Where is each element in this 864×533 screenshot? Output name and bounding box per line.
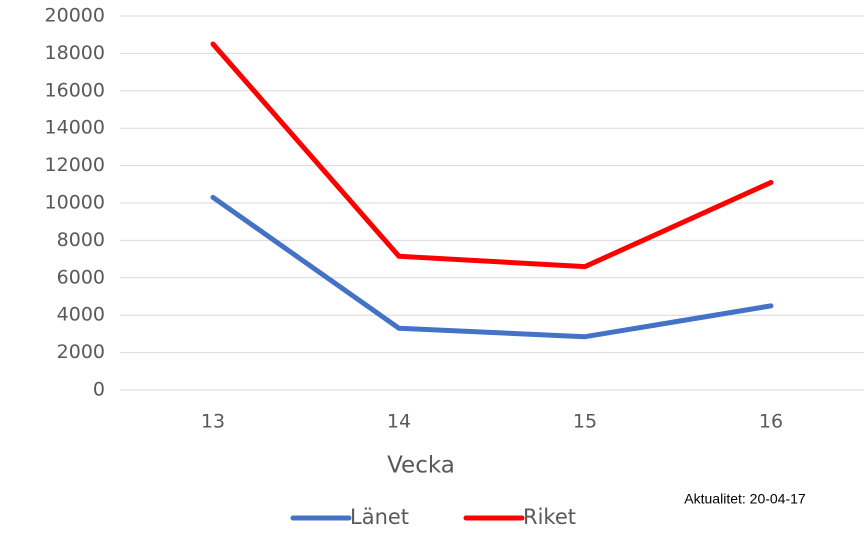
y-tick-label: 16000 — [45, 79, 105, 101]
y-tick-label: 2000 — [57, 341, 105, 363]
y-tick-label: 6000 — [57, 266, 105, 288]
y-tick-label: 4000 — [57, 304, 105, 326]
y-tick-label: 20000 — [45, 5, 105, 27]
x-axis-label: Vecka — [387, 453, 455, 479]
y-tick-label: 18000 — [45, 42, 105, 64]
y-tick-label: 12000 — [45, 154, 105, 176]
x-tick-label: 16 — [759, 411, 783, 433]
legend-label: Länet — [350, 505, 409, 529]
line-series — [210, 194, 774, 340]
x-tick-label: 15 — [573, 411, 597, 433]
y-tick-label: 0 — [93, 379, 105, 401]
annotation: Aktualitet: 20-04-17 — [684, 491, 806, 507]
legend-label: Riket — [523, 505, 576, 529]
y-tick-label: 10000 — [45, 192, 105, 214]
line-series — [210, 41, 774, 270]
y-tick-label: 14000 — [45, 117, 105, 139]
x-tick-label: 13 — [201, 411, 225, 433]
y-tick-label: 8000 — [57, 229, 105, 251]
x-tick-label: 14 — [387, 411, 411, 433]
